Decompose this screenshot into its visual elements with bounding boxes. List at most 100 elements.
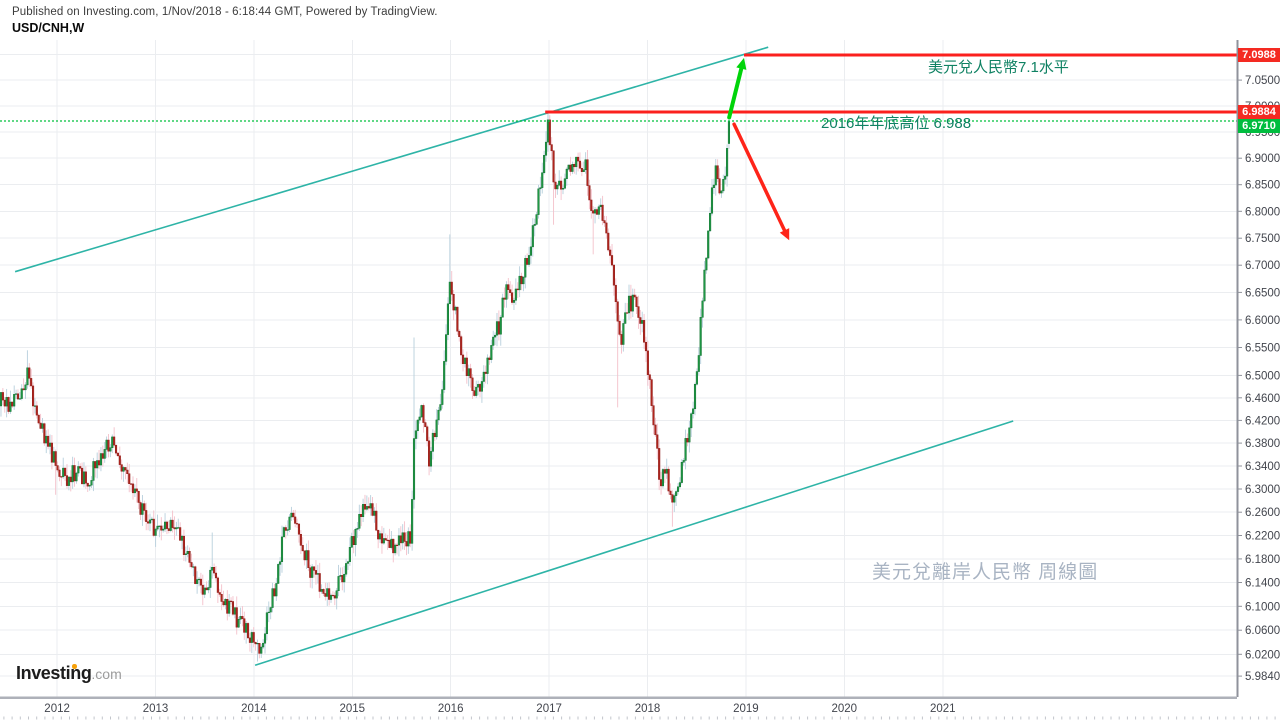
price-tick-label[interactable]: 6.6000 bbox=[1245, 315, 1280, 327]
price-tick-label[interactable]: 6.0600 bbox=[1245, 625, 1280, 637]
candle-body bbox=[177, 527, 180, 529]
trend-channel[interactable] bbox=[14, 46, 1014, 666]
price-tick-label[interactable]: 6.7500 bbox=[1245, 233, 1280, 245]
candle-body bbox=[32, 385, 35, 407]
candle-down bbox=[643, 313, 646, 350]
candle-body bbox=[33, 405, 36, 407]
candle-body bbox=[309, 567, 312, 578]
year-tick-label[interactable]: 2016 bbox=[438, 703, 464, 715]
candle-down bbox=[309, 564, 312, 588]
price-tick-label[interactable]: 6.0200 bbox=[1245, 649, 1280, 661]
candle-body bbox=[578, 160, 582, 169]
price-tick-label[interactable]: 6.6500 bbox=[1245, 287, 1280, 299]
candle-down bbox=[313, 566, 316, 578]
price-tick-label[interactable]: 6.3800 bbox=[1245, 438, 1280, 450]
price-tick-label[interactable]: 6.7000 bbox=[1245, 260, 1280, 272]
candle-up bbox=[397, 528, 400, 557]
price-tick-label[interactable]: 6.4200 bbox=[1245, 415, 1280, 427]
price-axis[interactable]: 7.10007.05007.00006.95006.90006.85006.80… bbox=[1236, 40, 1280, 697]
candle-body bbox=[60, 476, 63, 478]
projection-down-arrow[interactable] bbox=[732, 122, 790, 241]
key-levels[interactable] bbox=[0, 53, 1239, 122]
candle-up bbox=[394, 543, 397, 556]
candle-body bbox=[207, 587, 210, 591]
candle-down bbox=[644, 336, 648, 363]
candle-up bbox=[499, 314, 502, 346]
price-tick-label[interactable]: 5.9840 bbox=[1245, 671, 1280, 683]
candle-body bbox=[267, 611, 270, 614]
price-tick-label[interactable]: 6.4600 bbox=[1245, 393, 1280, 405]
candle-down bbox=[171, 510, 174, 533]
candle-body bbox=[469, 368, 472, 379]
price-tick-label[interactable]: 6.1800 bbox=[1245, 554, 1280, 566]
candle-body bbox=[337, 576, 340, 591]
year-tick-label[interactable]: 2015 bbox=[340, 703, 366, 715]
arrow-head-icon bbox=[779, 228, 790, 241]
year-tick-label[interactable]: 2014 bbox=[241, 703, 267, 715]
candle-down bbox=[22, 378, 25, 391]
price-tick-label[interactable]: 6.3000 bbox=[1245, 484, 1280, 496]
candle-up bbox=[582, 161, 585, 173]
price-tick-label[interactable]: 6.1000 bbox=[1245, 601, 1280, 613]
year-tick-label[interactable]: 2017 bbox=[536, 703, 562, 715]
chart-grid bbox=[0, 40, 1237, 697]
upper-channel-trendline[interactable] bbox=[14, 46, 769, 273]
price-tick-label[interactable]: 6.2600 bbox=[1245, 507, 1280, 519]
investing-logo[interactable]: Investing.com bbox=[16, 663, 122, 684]
lower-channel-trendline[interactable] bbox=[254, 420, 1014, 666]
candle-up bbox=[707, 230, 710, 260]
price-tick-label[interactable]: 6.5500 bbox=[1245, 343, 1280, 355]
candle-body bbox=[620, 334, 623, 345]
year-tick-label[interactable]: 2018 bbox=[635, 703, 661, 715]
candle-body bbox=[411, 499, 414, 544]
price-tick-label[interactable]: 6.3400 bbox=[1245, 461, 1280, 473]
year-tick-label[interactable]: 2013 bbox=[143, 703, 169, 715]
candle-body bbox=[705, 257, 708, 271]
projection-up-arrow[interactable] bbox=[727, 57, 747, 120]
price-tick-label[interactable]: 6.9000 bbox=[1245, 153, 1280, 165]
year-tick-label[interactable]: 2020 bbox=[832, 703, 858, 715]
candle-down bbox=[303, 550, 306, 566]
candle-body bbox=[460, 336, 463, 356]
candle-up bbox=[20, 384, 23, 401]
candle-body bbox=[603, 220, 606, 224]
candle-body bbox=[665, 468, 668, 474]
candle-down bbox=[426, 424, 429, 447]
candle-body bbox=[394, 544, 397, 554]
candle-body bbox=[599, 204, 602, 208]
candle-up bbox=[365, 495, 368, 512]
price-tick-label[interactable]: 6.1400 bbox=[1245, 578, 1280, 590]
year-tick-label[interactable]: 2012 bbox=[44, 703, 70, 715]
candle-body bbox=[9, 401, 12, 412]
price-tick-label[interactable]: 6.5000 bbox=[1245, 370, 1280, 382]
candle-down bbox=[663, 466, 666, 484]
time-axis[interactable]: 2012 2013 2014 2015 2016 2017 2018 2019 2020 2021 bbox=[0, 696, 1276, 720]
candle-body bbox=[380, 533, 383, 544]
candle-down bbox=[569, 156, 572, 176]
candle-up bbox=[661, 468, 665, 489]
price-tick-label[interactable]: 6.8500 bbox=[1245, 180, 1280, 192]
candle-body bbox=[550, 144, 553, 152]
candle-up bbox=[82, 462, 86, 488]
candle-down bbox=[573, 162, 576, 174]
year-tick-label[interactable]: 2019 bbox=[733, 703, 759, 715]
candle-down bbox=[618, 314, 621, 337]
candle-up bbox=[703, 261, 706, 303]
candle-down bbox=[392, 538, 395, 563]
candle-body bbox=[482, 371, 485, 382]
projection-arrows[interactable] bbox=[727, 57, 790, 241]
candle-down bbox=[201, 574, 204, 606]
candle-body bbox=[292, 512, 295, 518]
price-tick-label[interactable]: 6.2200 bbox=[1245, 531, 1280, 543]
candle-body bbox=[382, 538, 385, 544]
candle-up bbox=[541, 162, 544, 194]
candle-up bbox=[486, 354, 489, 385]
candle-up bbox=[279, 557, 282, 576]
candle-body bbox=[180, 535, 184, 541]
price-tick-label[interactable]: 6.8000 bbox=[1245, 206, 1280, 218]
candle-down bbox=[507, 277, 510, 299]
price-tick-label[interactable]: 7.0500 bbox=[1245, 75, 1280, 87]
candle-body bbox=[454, 306, 457, 311]
year-tick-label[interactable]: 2021 bbox=[930, 703, 956, 715]
